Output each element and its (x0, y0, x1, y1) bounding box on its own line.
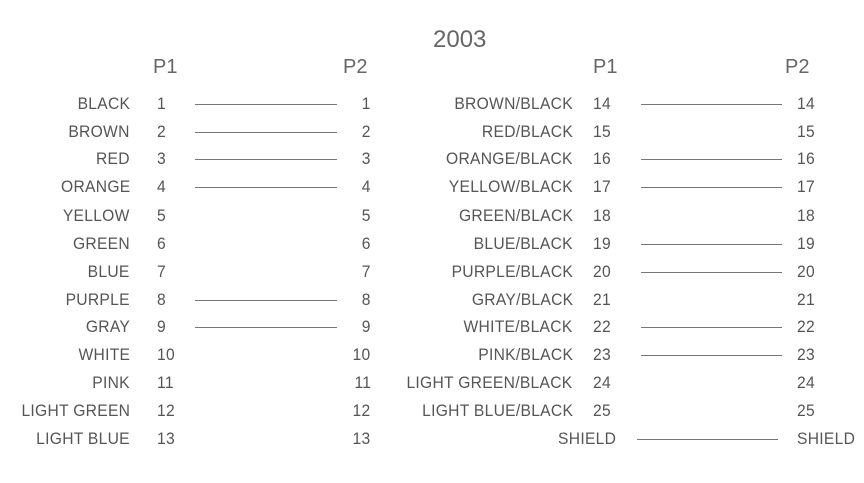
p1-pin: 5 (157, 206, 166, 225)
left-p1-header: P1 (153, 56, 178, 78)
wire-connection (195, 300, 337, 301)
wire-color-label: PINK (92, 373, 130, 392)
p1-pin: 25 (593, 401, 611, 420)
p1-pin: 7 (157, 262, 166, 281)
wire-color-label: GREEN/BLACK (458, 206, 573, 225)
wire-color-label: GRAY (85, 317, 130, 336)
p1-pin: 21 (593, 290, 611, 309)
p1-pin: 14 (593, 94, 611, 113)
p2-pin: 1 (362, 94, 371, 113)
p2-pin: 11 (354, 373, 371, 392)
wire-color-label: BLUE (88, 262, 130, 281)
p2-pin: 15 (797, 122, 815, 141)
p1-pin: 20 (593, 262, 611, 281)
wire-color-label: WHITE (78, 345, 130, 364)
wire-connection (641, 355, 782, 356)
wire-connection (641, 159, 782, 160)
p2-pin: 17 (797, 177, 815, 196)
p2-pin: 4 (362, 177, 371, 196)
p1-pin: 17 (593, 177, 611, 196)
p1-pin: 22 (593, 317, 611, 336)
wire-connection (641, 187, 782, 188)
p2-pin: 21 (797, 290, 815, 309)
p2-pin: 14 (797, 94, 815, 113)
p1-pin: 11 (157, 373, 174, 392)
p1-pin: 19 (593, 234, 611, 253)
p2-pin: 2 (362, 122, 371, 141)
right-p2-header: P2 (785, 56, 810, 78)
p1-pin: SHIELD (557, 429, 616, 448)
wire-connection (195, 132, 337, 133)
wire-color-label: ORANGE (60, 177, 130, 196)
wire-color-label: YELLOW (63, 206, 130, 225)
p2-pin: SHIELD (797, 429, 856, 448)
p2-pin: 19 (797, 234, 815, 253)
wire-connection (637, 439, 778, 440)
wire-color-label: BROWN/BLACK (454, 94, 573, 113)
wire-connection (641, 327, 782, 328)
p2-pin: 5 (362, 206, 371, 225)
p1-pin: 18 (593, 206, 611, 225)
p2-pin: 12 (353, 401, 371, 420)
p1-pin: 12 (157, 401, 175, 420)
wire-connection (195, 104, 337, 105)
p1-pin: 15 (593, 122, 611, 141)
wire-color-label: BLACK (77, 94, 130, 113)
p1-pin: 13 (157, 429, 175, 448)
p1-pin: 23 (593, 345, 611, 364)
p2-pin: 9 (362, 317, 371, 336)
p2-pin: 24 (797, 373, 815, 392)
p1-pin: 4 (157, 177, 166, 196)
wire-color-label: GRAY/BLACK (471, 290, 573, 309)
wire-color-label: LIGHT BLUE (36, 429, 130, 448)
p1-pin: 10 (157, 345, 175, 364)
p1-pin: 8 (157, 290, 166, 309)
wire-connection (641, 272, 782, 273)
p2-pin: 13 (353, 429, 371, 448)
p1-pin: 2 (157, 122, 166, 141)
wire-connection (195, 159, 337, 160)
p2-pin: 10 (353, 345, 371, 364)
wire-color-label: GREEN (72, 234, 130, 253)
p2-pin: 6 (362, 234, 371, 253)
wire-connection (195, 327, 337, 328)
wire-color-label: RED/BLACK (481, 122, 573, 141)
p2-pin: 25 (797, 401, 815, 420)
p1-pin: 1 (157, 94, 166, 113)
wire-color-label: LIGHT GREEN/BLACK (406, 373, 573, 392)
wire-color-label: YELLOW/BLACK (448, 177, 573, 196)
p2-pin: 23 (797, 345, 815, 364)
wire-connection (641, 104, 782, 105)
wire-color-label: PINK/BLACK (478, 345, 573, 364)
p2-pin: 8 (362, 290, 371, 309)
wire-connection (641, 244, 782, 245)
p2-pin: 20 (797, 262, 815, 281)
wire-color-label: BROWN (68, 122, 130, 141)
wire-color-label: BLUE/BLACK (473, 234, 573, 253)
p1-pin: 9 (157, 317, 166, 336)
wire-color-label: RED (96, 149, 130, 168)
p2-pin: 22 (797, 317, 815, 336)
p1-pin: 24 (593, 373, 611, 392)
diagram-title: 2003 (433, 26, 487, 53)
p2-pin: 3 (362, 149, 371, 168)
wire-color-label: PURPLE/BLACK (451, 262, 573, 281)
wire-color-label: LIGHT GREEN (21, 401, 130, 420)
p2-pin: 16 (797, 149, 815, 168)
p1-pin: 3 (157, 149, 166, 168)
left-p2-header: P2 (343, 56, 368, 78)
wire-color-label: PURPLE (65, 290, 130, 309)
wire-color-label: WHITE/BLACK (463, 317, 573, 336)
wire-color-label: ORANGE/BLACK (446, 149, 573, 168)
p1-pin: 16 (593, 149, 611, 168)
p2-pin: 18 (797, 206, 815, 225)
p1-pin: 6 (157, 234, 166, 253)
p2-pin: 7 (362, 262, 371, 281)
wire-connection (195, 187, 337, 188)
right-p1-header: P1 (593, 56, 618, 78)
wire-color-label: LIGHT BLUE/BLACK (421, 401, 573, 420)
